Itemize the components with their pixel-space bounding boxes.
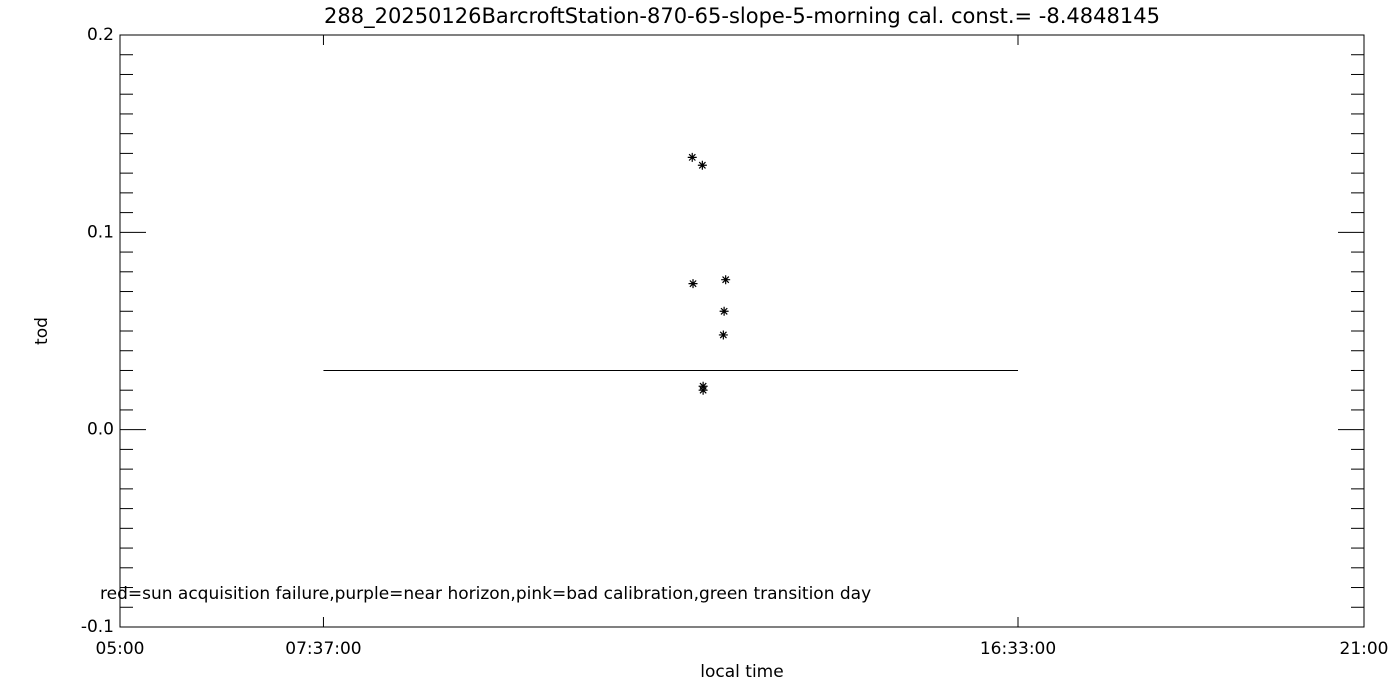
data-point xyxy=(698,385,708,395)
y-tick-label: 0.2 xyxy=(87,25,114,45)
x-tick-label: 21:00 xyxy=(1340,639,1389,659)
annotation: red=sun acquisition failure,purple=near … xyxy=(100,584,871,604)
x-tick-label: 16:33:00 xyxy=(980,639,1056,659)
x-axis-label: local time xyxy=(700,662,783,682)
data-point xyxy=(687,152,697,162)
y-axis-label: tod xyxy=(32,317,52,345)
plot-frame xyxy=(119,34,1365,628)
data-point xyxy=(719,306,729,316)
data-point xyxy=(688,279,698,289)
data-point xyxy=(697,160,707,170)
y-tick-label: -0.1 xyxy=(81,617,114,637)
y-tick-label: 0.0 xyxy=(87,420,114,440)
x-tick-label: 05:00 xyxy=(96,639,145,659)
y-tick-label: 0.1 xyxy=(87,222,114,242)
x-tick-label: 07:37:00 xyxy=(285,639,361,659)
data-point xyxy=(721,275,731,285)
chart-title: 288_20250126BarcroftStation-870-65-slope… xyxy=(324,4,1160,29)
data-point xyxy=(718,330,728,340)
